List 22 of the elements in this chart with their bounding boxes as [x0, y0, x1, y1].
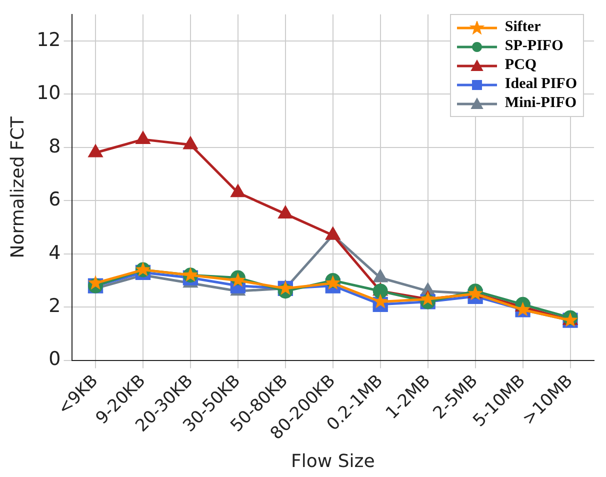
point	[278, 205, 293, 218]
legend-label: Sifter	[504, 18, 541, 37]
y-tick-label: 10	[36, 82, 61, 104]
point	[136, 130, 150, 144]
point	[372, 294, 388, 308]
legend-label: PCQ	[504, 56, 537, 75]
y-tick-label: 6	[48, 188, 61, 211]
y-tick-label: 2	[48, 294, 61, 317]
y-tick-label: 4	[48, 242, 61, 264]
y-tick-label: 12	[36, 28, 61, 51]
legend-label: SP-PIFO	[504, 37, 564, 56]
point	[372, 284, 388, 299]
point	[88, 144, 103, 158]
point	[372, 269, 388, 282]
point	[230, 184, 246, 198]
point	[183, 136, 198, 150]
legend-label: Ideal PIFO	[504, 75, 577, 94]
y-tick-label: 8	[48, 135, 61, 158]
x-axis-title: Flow Size	[291, 450, 375, 472]
y-axis-title: Normalized FCT	[7, 115, 28, 258]
y-tick-label: 0	[48, 348, 61, 370]
legend-label: Mini-PIFO	[504, 94, 577, 113]
